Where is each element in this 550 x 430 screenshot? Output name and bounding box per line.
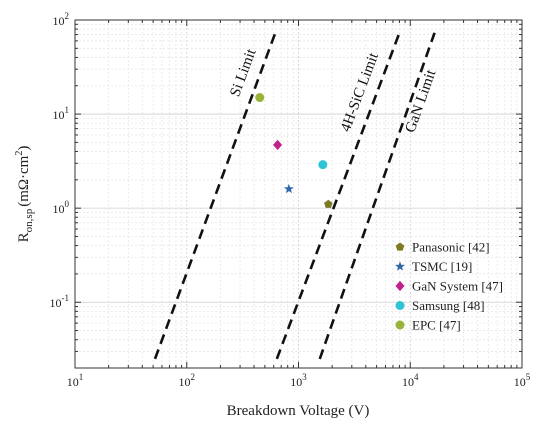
- data-points: [255, 93, 333, 208]
- y-axis-title: Ron,sp(mΩ·cm2): [14, 146, 35, 243]
- x-tick-label: 103: [290, 372, 307, 389]
- axis-ticks: [74, 20, 522, 369]
- y-tick-labels: 10-1 100 101 102: [50, 11, 70, 310]
- x-tick-label: 101: [67, 372, 84, 389]
- limit-line: [275, 32, 401, 360]
- data-point: [324, 199, 333, 208]
- legend-marker: [395, 280, 405, 292]
- limit-line: [318, 32, 436, 360]
- x-tick-labels: 101 102 103 104 105: [67, 372, 531, 389]
- x-axis-title: Breakdown Voltage (V): [227, 403, 370, 419]
- legend-label: GaN System [47]: [412, 279, 503, 294]
- grid: [74, 20, 522, 369]
- legend-marker: [395, 301, 405, 310]
- legend-marker: [395, 261, 405, 271]
- data-point: [283, 183, 294, 194]
- x-tick-label: 105: [514, 372, 531, 389]
- legend-label: Panasonic [42]: [412, 240, 490, 255]
- data-point: [318, 160, 328, 170]
- limit-lines: [153, 32, 436, 360]
- y-tick-label: 102: [53, 11, 70, 28]
- legend-label: EPC [47]: [412, 318, 461, 333]
- data-point: [273, 139, 283, 151]
- legend-label: Samsung [48]: [412, 298, 485, 313]
- x-tick-label: 104: [402, 372, 419, 389]
- x-tick-label: 102: [179, 372, 196, 389]
- legend-marker: [395, 242, 405, 251]
- y-tick-label: 10-1: [50, 293, 70, 310]
- y-tick-label: 101: [53, 105, 70, 122]
- legend: Panasonic [42] TSMC [19] GaN System [47] Sa…: [395, 240, 503, 333]
- legend-label: TSMC [19]: [412, 259, 472, 274]
- legend-marker: [395, 320, 405, 330]
- y-tick-label: 100: [53, 199, 70, 216]
- limit-line: [153, 32, 277, 360]
- data-point: [255, 93, 265, 103]
